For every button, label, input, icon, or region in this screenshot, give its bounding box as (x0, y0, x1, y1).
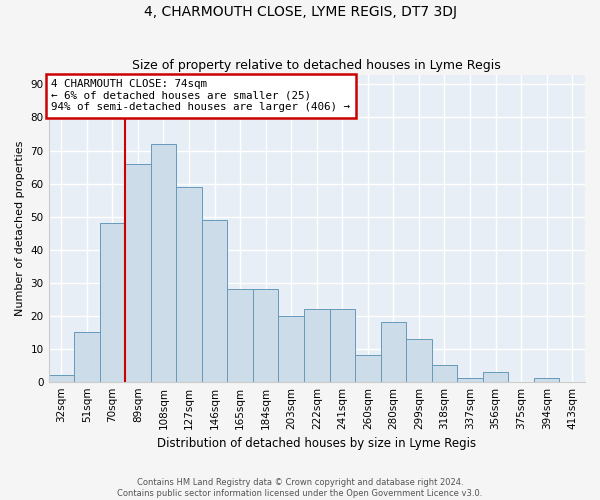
Text: Contains HM Land Registry data © Crown copyright and database right 2024.
Contai: Contains HM Land Registry data © Crown c… (118, 478, 482, 498)
Bar (432, 365, 457, 382)
Bar (355, 356, 380, 382)
Bar (406, 338, 432, 382)
Bar (278, 316, 304, 382)
Bar (534, 378, 559, 382)
Bar (49, 375, 74, 382)
Bar (227, 289, 253, 382)
Bar (457, 378, 483, 382)
Bar (176, 187, 202, 382)
Text: 4 CHARMOUTH CLOSE: 74sqm
← 6% of detached houses are smaller (25)
94% of semi-de: 4 CHARMOUTH CLOSE: 74sqm ← 6% of detache… (51, 79, 350, 112)
Text: 4, CHARMOUTH CLOSE, LYME REGIS, DT7 3DJ: 4, CHARMOUTH CLOSE, LYME REGIS, DT7 3DJ (143, 5, 457, 19)
Bar (151, 144, 176, 382)
Bar (329, 309, 355, 382)
Bar (304, 309, 329, 382)
Bar (253, 289, 278, 382)
Bar (74, 332, 100, 382)
Title: Size of property relative to detached houses in Lyme Regis: Size of property relative to detached ho… (133, 59, 501, 72)
Bar (100, 223, 125, 382)
Bar (202, 220, 227, 382)
X-axis label: Distribution of detached houses by size in Lyme Regis: Distribution of detached houses by size … (157, 437, 476, 450)
Y-axis label: Number of detached properties: Number of detached properties (15, 140, 25, 316)
Bar (380, 322, 406, 382)
Bar (483, 372, 508, 382)
Bar (125, 164, 151, 382)
